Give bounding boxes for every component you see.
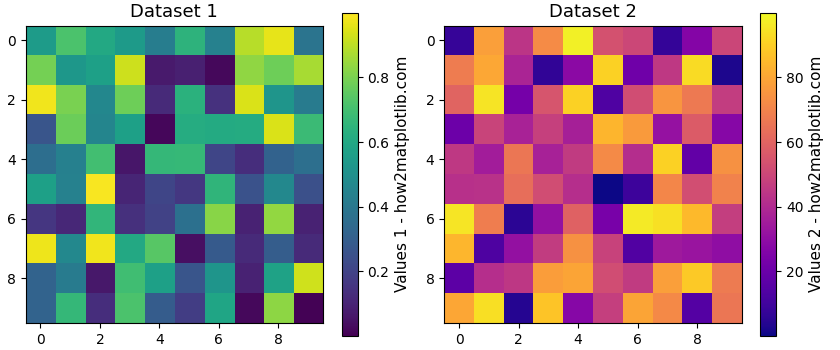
Y-axis label: Values 2 - how2matplotlib.com: Values 2 - how2matplotlib.com [809,56,824,293]
Title: Dataset 1: Dataset 1 [130,3,218,21]
Title: Dataset 2: Dataset 2 [549,3,637,21]
Y-axis label: Values 1 - how2matplotlib.com: Values 1 - how2matplotlib.com [395,56,410,293]
